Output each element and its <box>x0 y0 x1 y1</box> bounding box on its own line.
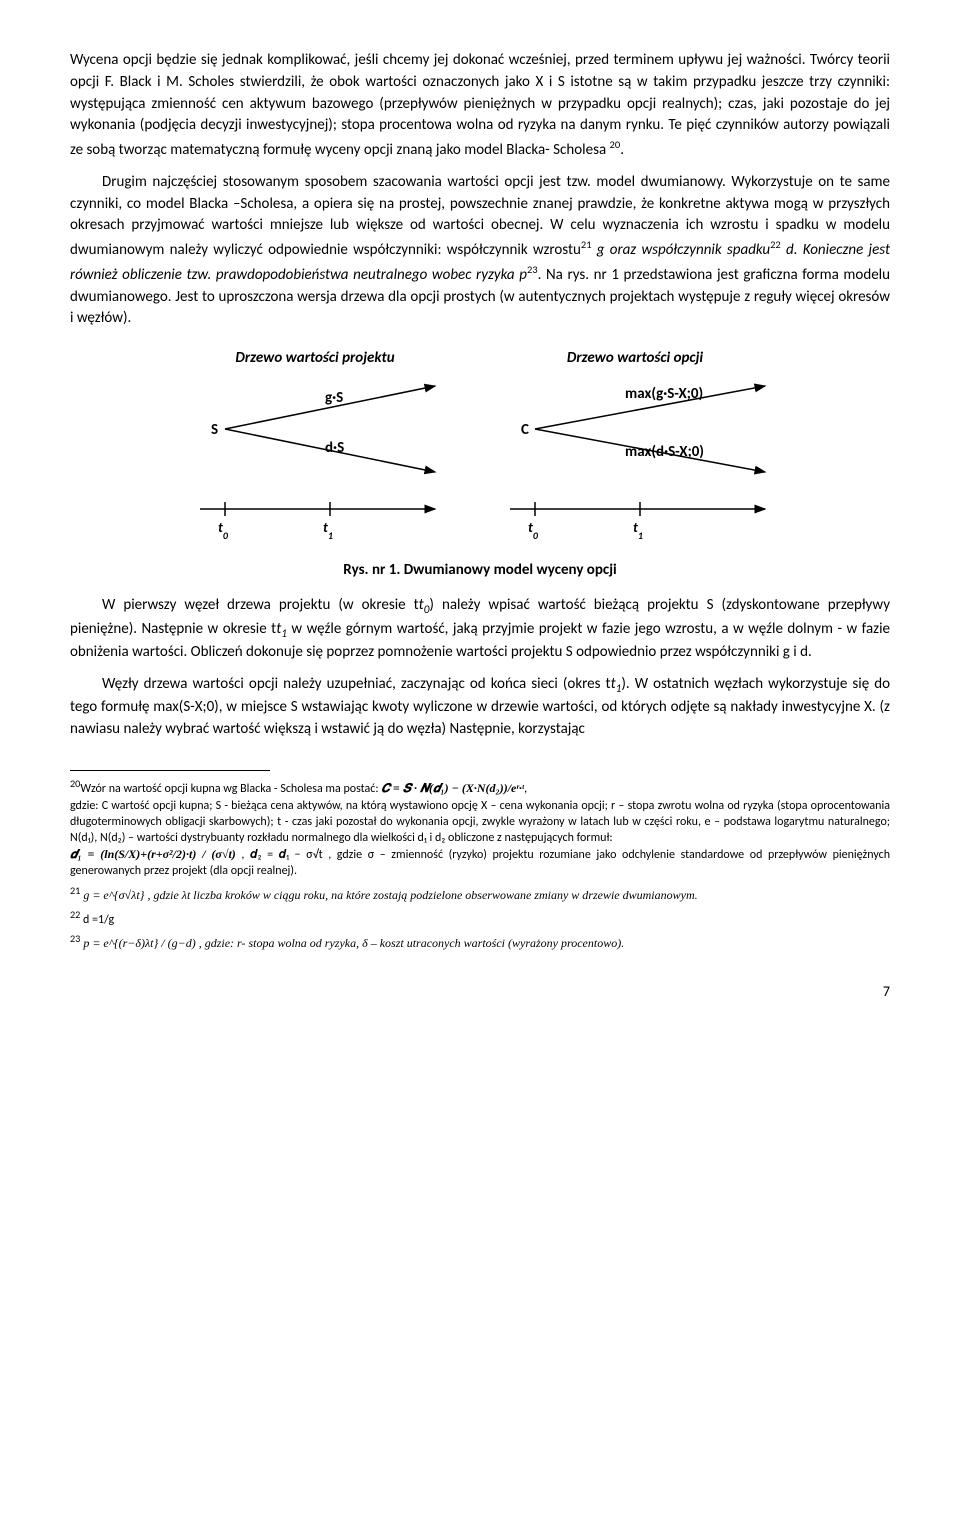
diagram-right-title: Drzewo wartości opcji <box>495 348 775 370</box>
figure-caption: Rys. nr 1. Dwumianowy model wyceny opcji <box>70 560 890 582</box>
footnote-ref-20: 20 <box>610 138 621 151</box>
fn21-mark: 21 <box>70 884 80 897</box>
right-down-label: max(d·S-X;0) <box>625 443 704 461</box>
fn23-mark: 23 <box>70 932 80 945</box>
left-down-label: d·S <box>325 439 344 457</box>
page-number: 7 <box>70 982 890 1002</box>
fn20-a: Wzór na wartość opcji kupna wg Blacka - … <box>80 782 381 796</box>
p3-a: W pierwszy węzeł drzewa projektu (w okre… <box>102 596 419 614</box>
footnote-22: 22 d =1/g <box>70 908 890 928</box>
fn20-b: gdzie: C wartość opcji kupna; S - bieżąc… <box>70 799 890 845</box>
fn20-d1: 𝒅₁ = (ln(S/X)+(r+σ²/2)·t) / (σ√t) <box>70 847 236 861</box>
paragraph-2: Drugim najczęściej stosowanym sposobem s… <box>70 172 890 330</box>
footnote-ref-23: 23 <box>527 263 538 276</box>
right-root-label: C <box>521 421 529 439</box>
left-up-label: g·S <box>325 389 343 407</box>
diagram-right: Drzewo wartości opcji C max(g·S-X;0) max… <box>495 348 775 552</box>
paragraph-3: W pierwszy węzeł drzewa projektu (w okre… <box>70 595 890 663</box>
paragraph-1: Wycena opcji będzie się jednak komplikow… <box>70 50 890 162</box>
footnote-ref-22: 22 <box>770 238 781 251</box>
fn22-mark: 22 <box>70 908 80 921</box>
p2-b: g oraz współczynnik spadku <box>592 241 771 259</box>
left-root-label: S <box>211 421 218 439</box>
diagram-left: Drzewo wartości projektu S g·S d·S t0 t1 <box>185 348 445 552</box>
right-up-label: max(g·S-X;0) <box>625 385 703 403</box>
footnote-ref-21: 21 <box>581 238 592 251</box>
svg-text:t0: t0 <box>528 519 539 542</box>
fn20-mark: 20 <box>70 777 80 790</box>
footnote-20: 20Wzór na wartość opcji kupna wg Blacka … <box>70 777 890 879</box>
fn21-text: g = e^{σ√λt} , gdzie λt liczba kroków w … <box>80 888 697 902</box>
diagram-container: Drzewo wartości projektu S g·S d·S t0 t1… <box>70 348 890 552</box>
fn20-formula: 𝑪 = 𝑺 · 𝑵(𝒅₁) − (X·N(d₂))/eʳ·ᵗ <box>381 781 524 795</box>
svg-text:t1: t1 <box>323 519 333 542</box>
tree-right-svg: C max(g·S-X;0) max(d·S-X;0) t0 t1 <box>495 374 775 544</box>
fn23-text: p = e^{(r−δ)λt} / (g−d) , gdzie: r- stop… <box>80 936 624 950</box>
footnote-23: 23 p = e^{(r−δ)λt} / (g−d) , gdzie: r- s… <box>70 932 890 952</box>
paragraph-4: Węzły drzewa wartości opcji należy uzupe… <box>70 674 890 741</box>
p1-text: Wycena opcji będzie się jednak komplikow… <box>70 51 890 159</box>
footnote-21: 21 g = e^{σ√λt} , gdzie λt liczba kroków… <box>70 884 890 904</box>
svg-text:t0: t0 <box>218 519 229 542</box>
diagram-left-title: Drzewo wartości projektu <box>185 348 445 370</box>
svg-text:t1: t1 <box>633 519 643 542</box>
fn22-text: d =1/g <box>80 913 114 927</box>
footnote-separator <box>70 770 270 771</box>
tree-left-svg: S g·S d·S t0 t1 <box>185 374 445 544</box>
p4-a: Węzły drzewa wartości opcji należy uzupe… <box>102 675 611 693</box>
